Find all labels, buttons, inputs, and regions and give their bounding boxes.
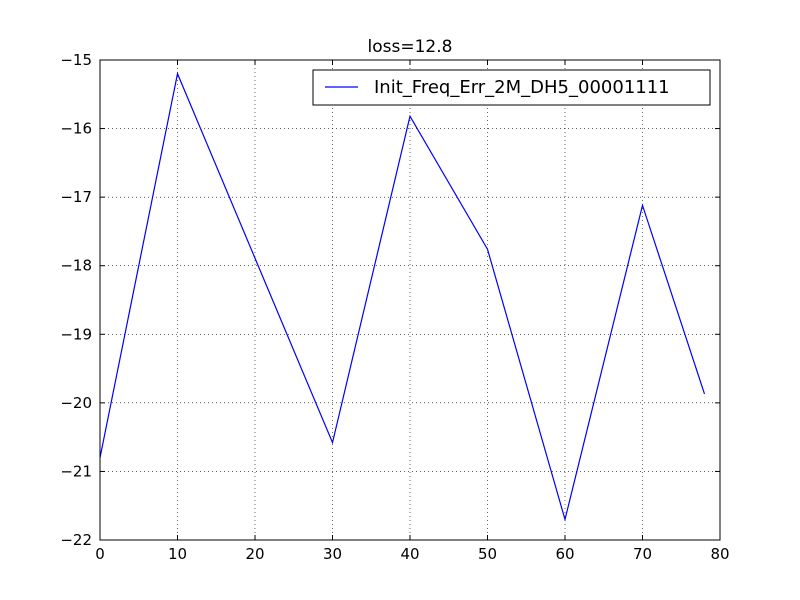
x-tick-label: 50 bbox=[478, 545, 497, 563]
legend-label: Init_Freq_Err_2M_DH5_00001111 bbox=[374, 77, 670, 98]
legend: Init_Freq_Err_2M_DH5_00001111 bbox=[312, 69, 711, 106]
y-tick-label: −19 bbox=[60, 325, 92, 343]
y-tick-label: −21 bbox=[60, 462, 92, 480]
y-tick-label: −16 bbox=[60, 120, 92, 138]
y-tick-label: −22 bbox=[60, 531, 92, 549]
x-tick-label: 40 bbox=[400, 545, 419, 563]
x-tick-label: 0 bbox=[95, 545, 105, 563]
grid-lines bbox=[99, 59, 721, 541]
y-tick-label: −17 bbox=[60, 188, 92, 206]
x-tick-label: 80 bbox=[710, 545, 729, 563]
y-tick-label: −20 bbox=[60, 394, 92, 412]
x-tick-label: 60 bbox=[555, 545, 574, 563]
legend-box bbox=[312, 69, 711, 106]
series-layer bbox=[99, 71, 706, 522]
y-tick-label: −15 bbox=[60, 51, 92, 69]
y-tick-label: −18 bbox=[60, 257, 92, 275]
x-tick-label: 20 bbox=[245, 545, 264, 563]
x-tick-label: 70 bbox=[633, 545, 652, 563]
series-line bbox=[99, 71, 706, 522]
chart-title: loss=12.8 bbox=[368, 37, 453, 57]
x-tick-label: 10 bbox=[168, 545, 187, 563]
x-tick-label: 30 bbox=[323, 545, 342, 563]
axis-ticks: 0 10 20 30 40 50 60 70 80 −15 −16 −17 −18 −19 −20 −21 −2… bbox=[60, 51, 729, 563]
